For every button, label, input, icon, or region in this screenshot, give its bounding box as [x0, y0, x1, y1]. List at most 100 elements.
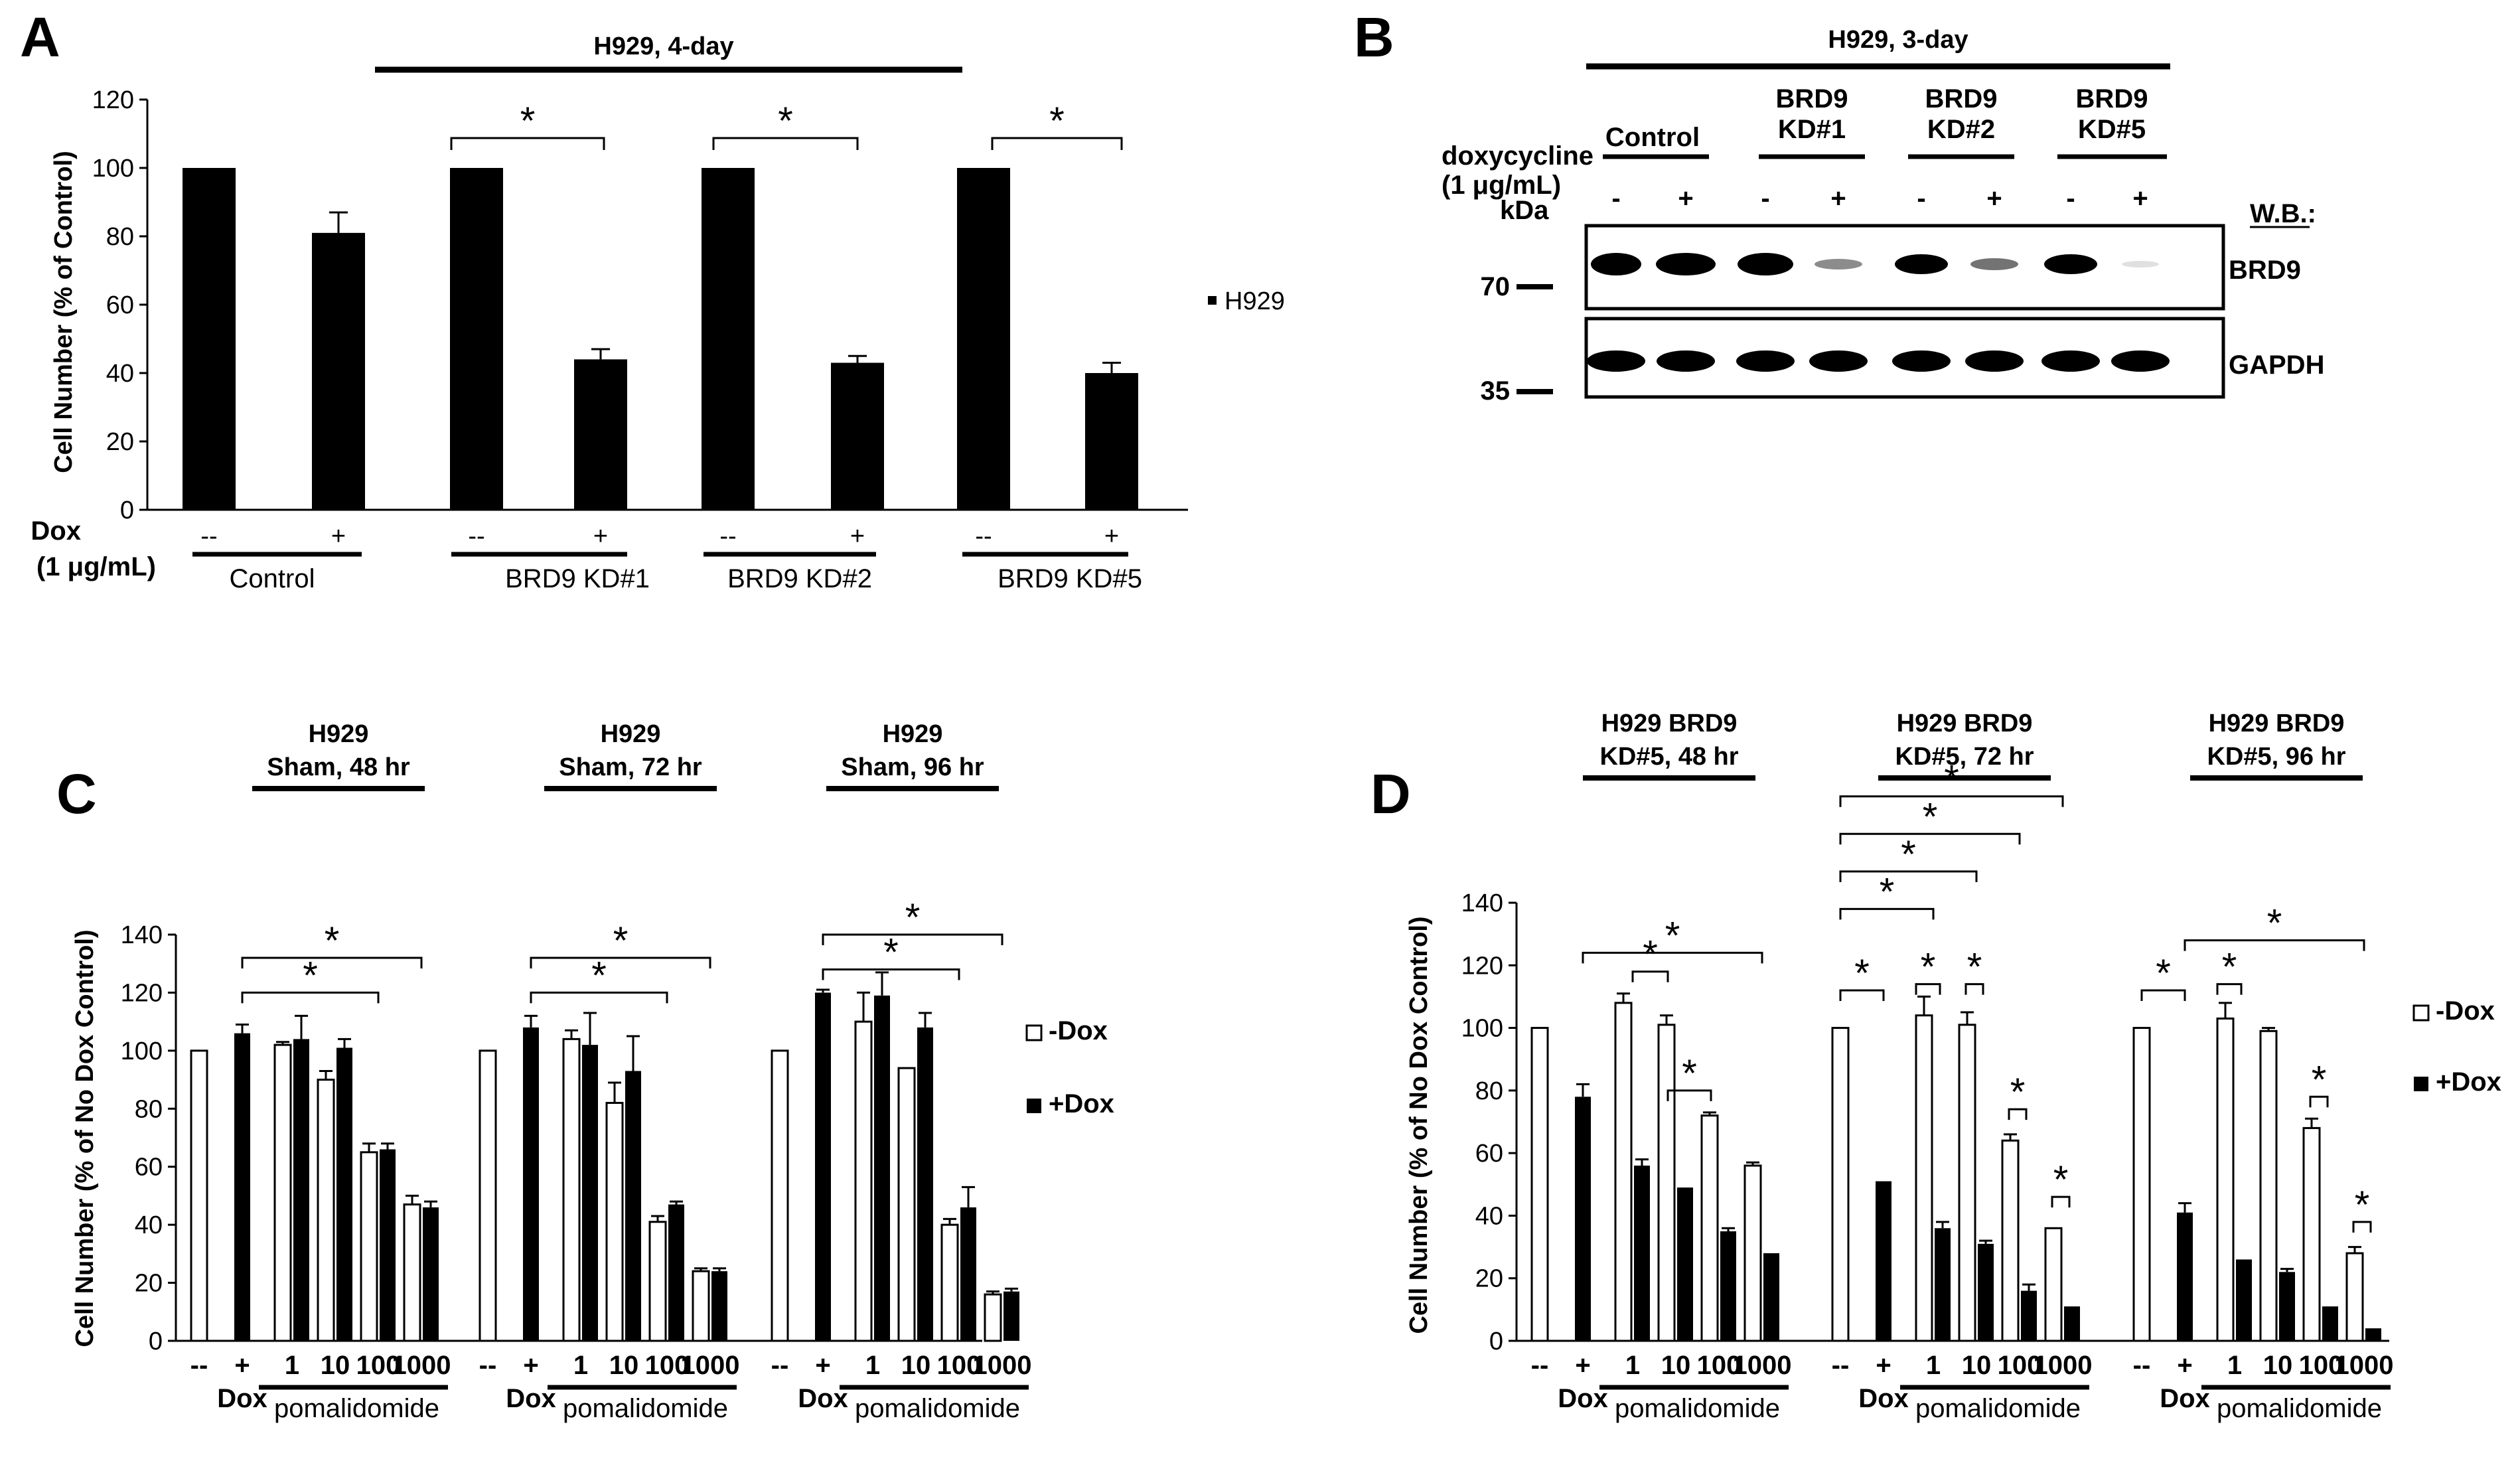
- error-bar: [583, 1012, 597, 1045]
- bar-minus-dox: [2044, 1227, 2063, 1342]
- significance-star: *: [2312, 1058, 2327, 1101]
- x-tick-label: --: [190, 1351, 208, 1380]
- significance-star: *: [1880, 870, 1895, 913]
- error-bar: [608, 1081, 621, 1103]
- significance-star: *: [1049, 100, 1065, 143]
- x-tick-label: 10: [2263, 1351, 2293, 1380]
- subplot-header-line1: H929 BRD9: [2209, 710, 2345, 737]
- bar-minus-dox: [1831, 1027, 1850, 1342]
- error-bar: [2178, 1202, 2191, 1213]
- panel-b-doxy-conc: (1 μg/mL): [1442, 171, 1561, 200]
- bar: [1085, 373, 1138, 510]
- blot-band-brd9: [2122, 261, 2159, 268]
- drug-label: pomalidomide: [2217, 1394, 2382, 1423]
- error-bar: [338, 1037, 351, 1048]
- bar-minus-dox: [984, 1293, 1002, 1342]
- error-bar: [424, 1200, 437, 1207]
- error-bar: [1660, 1014, 1673, 1025]
- significance-bracket: [1839, 832, 2021, 845]
- bar-minus-dox: [854, 1020, 873, 1342]
- x-tick-label: +: [815, 1351, 830, 1380]
- significance-bracket: [712, 137, 859, 150]
- x-tick-label: 10: [321, 1351, 350, 1380]
- x-tick-label: 1000: [2034, 1351, 2093, 1380]
- error-bar: [2219, 1002, 2232, 1019]
- panel-b-group-control: Control: [1605, 123, 1700, 152]
- group-label: BRD9 KD#5: [998, 564, 1142, 593]
- lane-sign: -: [1761, 184, 1769, 213]
- y-tick-label: 60: [1475, 1140, 1503, 1168]
- error-bar: [236, 1024, 249, 1034]
- bar-minus-dox: [1614, 1002, 1633, 1342]
- blot-band-gapdh: [1809, 350, 1868, 372]
- significance-bracket: [241, 991, 380, 1004]
- bar: [957, 168, 1010, 510]
- panel-b-lane-signs: - + - + - + - +: [1611, 184, 2148, 213]
- significance-star: *: [1967, 946, 1982, 989]
- blot-band-brd9: [2044, 254, 2097, 274]
- significance-star: *: [2267, 902, 2282, 945]
- subplot-header-line1: H929: [883, 720, 943, 748]
- y-tick-label: 20: [1475, 1265, 1503, 1293]
- error-bar: [2022, 1283, 2036, 1291]
- significance-star: *: [905, 896, 921, 939]
- bar-plus-dox: [1575, 1097, 1591, 1341]
- error-bar: [919, 1012, 932, 1028]
- x-tick-label: 10: [1962, 1351, 1992, 1380]
- significance-star: *: [1901, 833, 1916, 876]
- panel-b-doxy-label: doxycycline: [1442, 141, 1594, 171]
- panel-a: A H929, 4-day 0 20 40 60 80 100 120 -- + -- + -- + --…: [20, 6, 1285, 593]
- panel-d-legend-plus: +Dox: [2436, 1067, 2501, 1097]
- error-bar: [1005, 1287, 1018, 1292]
- significance-bracket: [530, 957, 711, 968]
- panel-a-plot: 0 20 40 60 80 100 120 -- + -- + -- + -- + Control BRD9 K…: [92, 86, 1188, 593]
- significance-bracket: [1582, 951, 1763, 964]
- error-bar: [627, 1035, 640, 1071]
- blot-band-brd9: [1656, 253, 1716, 275]
- panel-b-header: H929, 3-day: [1828, 26, 1968, 54]
- bar: [574, 359, 627, 510]
- lane-sign: -: [1917, 184, 1925, 213]
- blot-band-brd9: [1591, 253, 1641, 275]
- significance-bracket: [822, 968, 960, 980]
- error-bar: [1635, 1158, 1649, 1166]
- significance-star: *: [1665, 914, 1680, 957]
- bar-plus-dox: [960, 1207, 976, 1341]
- x-tick-label: 100: [1998, 1351, 2042, 1380]
- bar: [450, 168, 503, 510]
- subplot-header-line2: KD#5, 96 hr: [2207, 743, 2345, 771]
- significance-bracket: [2309, 1095, 2329, 1108]
- x-tick-label: 1000: [973, 1351, 1032, 1380]
- panel-c-letter: C: [56, 763, 97, 825]
- x-tick-label: 100: [645, 1351, 690, 1380]
- bar-minus-dox: [2259, 1030, 2278, 1342]
- significance-bracket: [2184, 939, 2365, 951]
- bar-minus-dox: [562, 1037, 581, 1342]
- bar-plus-dox: [1935, 1228, 1951, 1341]
- x-tick-label: 1000: [2335, 1351, 2394, 1380]
- bar-plus-dox: [1677, 1188, 1693, 1341]
- bar-minus-dox: [1700, 1114, 1719, 1342]
- group-label: BRD9 KD#2: [727, 564, 872, 593]
- error-bar: [1979, 1239, 1992, 1244]
- bar-plus-dox: [2064, 1306, 2080, 1341]
- bar-plus-dox: [711, 1271, 727, 1341]
- panel-b-group-kd1-l2: KD#1: [1778, 115, 1846, 144]
- subplot-header-line2: Sham, 96 hr: [841, 753, 984, 781]
- bar-plus-dox: [2177, 1212, 2193, 1341]
- significance-bracket: [530, 991, 668, 1004]
- error-bar: [962, 1186, 975, 1207]
- panel-b-marker-70: 70: [1481, 272, 1511, 301]
- significance-bracket: [1839, 795, 2064, 807]
- blot-band-brd9: [1815, 259, 1862, 269]
- significance-star: *: [1682, 1052, 1697, 1095]
- x-tick-label: 1000: [681, 1351, 740, 1380]
- bar-minus-dox: [2302, 1126, 2321, 1342]
- blot-band-gapdh: [1587, 350, 1645, 372]
- y-tick-label: 60: [135, 1154, 163, 1182]
- significance-bracket: [241, 957, 423, 968]
- bar-minus-dox: [1915, 1014, 1933, 1342]
- significance-bracket: [2352, 1221, 2372, 1233]
- bar-minus-dox: [940, 1223, 959, 1342]
- x-tick-label: 100: [356, 1351, 401, 1380]
